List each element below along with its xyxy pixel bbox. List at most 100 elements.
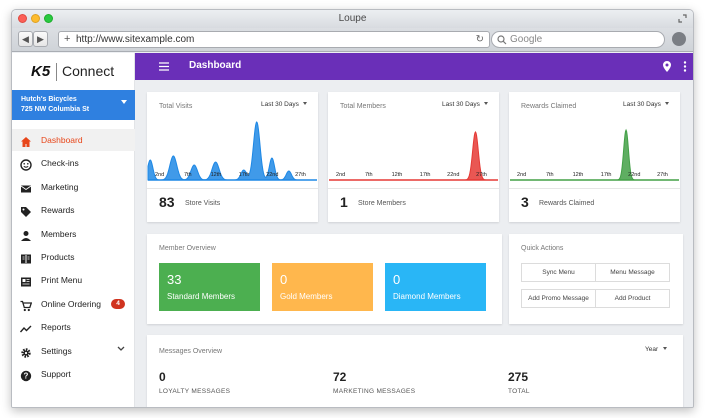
member-tile-gold-members[interactable]: 0 Gold Members (272, 263, 373, 311)
address-bar[interactable]: + http://www.sitexample.com ↻ (58, 31, 490, 48)
menu-message-button[interactable]: Menu Message (595, 263, 670, 282)
search-icon (497, 35, 507, 45)
stat-card-total-visits: Total Visits Last 30 Days 2nd 7th 12th 17th 22… (147, 92, 318, 222)
messages-overview-title: Messages Overview (159, 348, 223, 355)
window-title: Loupe (338, 13, 367, 24)
x-tick-label: 17th (239, 172, 250, 178)
stat-card-total-members: Total Members Last 30 Days 2nd 7th 12th 17th 2… (328, 92, 499, 222)
gear-icon (20, 345, 32, 358)
sidebar-item-label: Rewards (41, 205, 75, 216)
top-app-bar: Dashboard (135, 53, 693, 80)
badge: 4 (111, 298, 125, 309)
x-tick-label: 12th (392, 172, 403, 178)
chevron-down-icon (663, 347, 667, 350)
messages-range-dropdown[interactable]: Year (645, 346, 667, 353)
area-chart: 2nd 7th 12th 17th 22nd 27th (329, 131, 498, 181)
new-tab-icon[interactable]: + (64, 33, 71, 45)
message-count: 275 (508, 370, 529, 384)
sidebar: K5 Connect Hutch's Bicycles 725 NW Colum… (12, 53, 135, 407)
search-field[interactable]: Google (491, 31, 665, 48)
range-dropdown[interactable]: Last 30 Days (261, 101, 307, 108)
member-tile-standard-members[interactable]: 33 Standard Members (159, 263, 260, 311)
sidebar-item-online-ordering[interactable]: Online Ordering 4 (12, 293, 135, 315)
back-button[interactable]: ◀ (18, 31, 33, 47)
chevron-down-icon (302, 102, 307, 105)
message-count: 72 (333, 370, 347, 384)
sidebar-item-label: Reports (41, 322, 71, 333)
location-pin-icon[interactable] (663, 61, 671, 72)
print-menu-icon (20, 274, 32, 287)
url-text: http://www.sitexample.com (76, 34, 195, 45)
x-tick-label: 27th (476, 172, 487, 178)
x-tick-label: 7th (365, 172, 373, 178)
sidebar-item-rewards[interactable]: Rewards (12, 199, 135, 221)
sidebar-item-support[interactable]: ? Support (12, 363, 135, 385)
x-tick-label: 2nd (155, 172, 164, 178)
reload-icon[interactable]: ↻ (475, 34, 484, 45)
download-button[interactable] (672, 32, 686, 46)
member-tile-diamond-members[interactable]: 0 Diamond Members (385, 263, 486, 311)
more-vertical-icon[interactable] (683, 61, 687, 72)
messages-overview-card: Messages Overview Year 0 LOYALTY MESSAGES… (147, 335, 683, 407)
x-tick-label: 22nd (628, 172, 640, 178)
sidebar-item-label: Online Ordering (41, 298, 102, 309)
range-label: Last 30 Days (261, 101, 299, 108)
sidebar-item-reports[interactable]: Reports (12, 316, 135, 338)
sidebar-item-label: Marketing (41, 181, 79, 192)
x-tick-label: 17th (601, 172, 612, 178)
stat-card-rewards-claimed: Rewards Claimed Last 30 Days 2nd 7th 12th 17t… (509, 92, 680, 222)
member-count: 0 (393, 272, 401, 287)
close-window-button[interactable] (18, 14, 27, 23)
message-count: 0 (159, 370, 166, 384)
zoom-window-button[interactable] (44, 14, 53, 23)
sidebar-item-label: Members (41, 228, 77, 239)
add-promo-message-button[interactable]: Add Promo Message (521, 289, 596, 308)
messages-range-label: Year (645, 346, 659, 353)
sync-menu-button[interactable]: Sync Menu (521, 263, 596, 282)
store-address: 725 NW Columbia St (21, 106, 90, 113)
stat-card-title: Rewards Claimed (521, 103, 577, 110)
sidebar-item-settings[interactable]: Settings (12, 340, 135, 362)
card-divider (147, 188, 318, 189)
add-product-button[interactable]: Add Product (595, 289, 670, 308)
member-label: Standard Members (167, 292, 236, 301)
home-icon (20, 134, 32, 147)
k5-logo[interactable]: K5 Connect (12, 53, 135, 90)
area-chart: 2nd 7th 12th 17th 22nd 27th (510, 128, 679, 181)
help-icon: ? (20, 368, 32, 382)
sidebar-item-label: Settings (41, 345, 72, 356)
page-title: Dashboard (189, 60, 242, 71)
message-label: MARKETING MESSAGES (333, 388, 416, 395)
range-label: Last 30 Days (442, 101, 480, 108)
chevron-down-icon (483, 102, 488, 105)
message-label: LOYALTY MESSAGES (159, 388, 231, 395)
store-selector[interactable]: Hutch's Bicycles 725 NW Columbia St (12, 90, 135, 120)
sidebar-item-products[interactable]: Products (12, 246, 135, 268)
person-icon (20, 228, 32, 241)
range-dropdown[interactable]: Last 30 Days (442, 101, 488, 108)
member-count: 33 (167, 272, 182, 287)
sidebar-item-dashboard[interactable]: Dashboard (12, 129, 135, 151)
range-dropdown[interactable]: Last 30 Days (623, 101, 669, 108)
mail-icon (20, 181, 32, 193)
menu-icon[interactable] (159, 62, 169, 71)
fullscreen-icon[interactable] (678, 14, 687, 23)
tag-icon (20, 204, 32, 218)
x-tick-label: 27th (657, 172, 668, 178)
logo-connect: Connect (62, 63, 115, 79)
sidebar-item-print-menu[interactable]: Print Menu (12, 269, 135, 291)
range-label: Last 30 Days (623, 101, 661, 108)
x-tick-label: 27th (295, 172, 306, 178)
forward-button[interactable]: ▶ (33, 31, 48, 47)
member-label: Diamond Members (393, 292, 461, 301)
x-tick-label: 22nd (266, 172, 278, 178)
sidebar-item-marketing[interactable]: Marketing (12, 176, 135, 198)
sidebar-item-members[interactable]: Members (12, 223, 135, 245)
minimize-window-button[interactable] (31, 14, 40, 23)
x-tick-label: 2nd (336, 172, 345, 178)
member-overview-title: Member Overview (159, 245, 216, 252)
sidebar-item-check-ins[interactable]: Check-ins (12, 152, 135, 174)
card-divider (328, 188, 499, 189)
sidebar-item-label: Print Menu (41, 275, 83, 286)
stat-label: Rewards Claimed (539, 200, 595, 207)
